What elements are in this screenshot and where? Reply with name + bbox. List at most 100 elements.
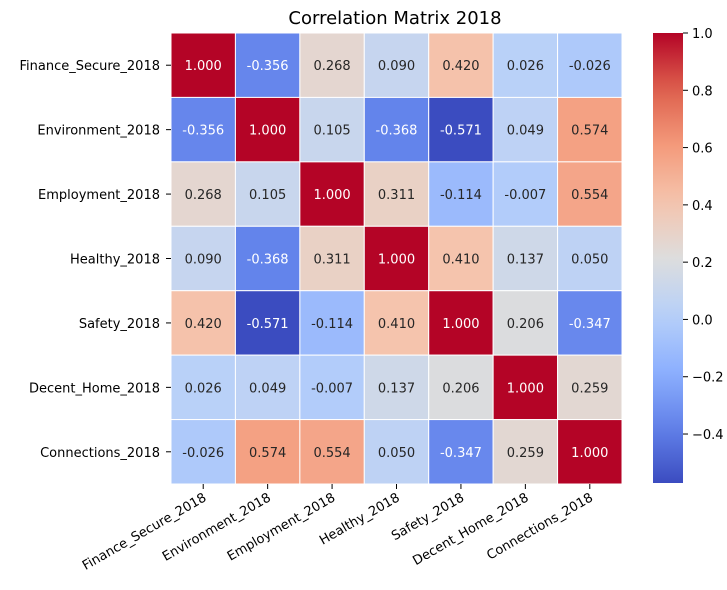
y-axis-tick-label: Employment_2018 (38, 188, 160, 203)
heatmap-cell-value: 1.000 (571, 446, 608, 461)
colorbar-tick-label: 0.8 (692, 84, 713, 99)
heatmap-cell (234, 354, 301, 421)
y-axis-tick-label: Connections_2018 (40, 446, 160, 461)
heatmap-cell-value: 0.268 (185, 188, 222, 203)
colorbar-tick-label: 0.0 (692, 313, 713, 328)
heatmap-cell (234, 32, 301, 98)
heatmap-cell-value: 0.090 (185, 253, 222, 268)
colorbar-tick-label: 0.6 (692, 142, 713, 157)
heatmap-cell (557, 419, 623, 485)
heatmap-cell (492, 161, 559, 227)
heatmap-cell (234, 161, 301, 227)
heatmap-cell (363, 354, 430, 421)
heatmap-cell-value: 0.049 (507, 124, 544, 139)
heatmap-cell-value: 0.410 (442, 253, 479, 268)
heatmap-cell (363, 419, 430, 485)
heatmap-cell-value: 0.137 (378, 381, 415, 396)
heatmap-cell-value: 1.000 (185, 59, 222, 74)
heatmap-cell (234, 225, 301, 292)
heatmap-cell-value: -0.356 (247, 59, 289, 74)
y-axis-tick-label: Safety_2018 (79, 317, 160, 332)
heatmap-cell (557, 96, 623, 163)
heatmap-cell-value: -0.007 (311, 381, 353, 396)
colorbar-tick-label: 0.2 (692, 256, 713, 271)
heatmap-cell-value: -0.347 (440, 446, 482, 461)
heatmap-cell (299, 32, 365, 98)
x-axis-tick-labels: Finance_Secure_2018Environment_2018Emplo… (80, 484, 596, 574)
heatmap-cell-value: -0.368 (247, 253, 289, 268)
heatmap-cell-value: 1.000 (313, 188, 350, 203)
heatmap-cell (363, 225, 430, 292)
heatmap-cell-value: 0.311 (378, 188, 415, 203)
heatmap-cell (492, 225, 559, 292)
heatmap-cell (428, 96, 494, 163)
heatmap-cell-value: 0.311 (313, 253, 350, 268)
y-axis-tick-label: Decent_Home_2018 (29, 381, 160, 396)
heatmap-cell-value: 0.049 (249, 381, 286, 396)
heatmap-cell (428, 419, 494, 485)
x-axis-tick-label: Connections_2018 (484, 490, 595, 563)
y-axis-tick-label: Environment_2018 (37, 124, 160, 139)
heatmap-cell-value: -0.114 (440, 188, 482, 203)
heatmap-cell-value: 0.026 (185, 381, 222, 396)
y-axis-tick-label: Finance_Secure_2018 (19, 59, 160, 74)
heatmap-cell (299, 290, 365, 356)
heatmap-cell-value: 0.554 (571, 188, 608, 203)
heatmap-cell (492, 419, 559, 485)
heatmap-cell-value: 0.574 (249, 446, 286, 461)
heatmap-cell-value: 0.206 (507, 317, 544, 332)
chart-title: Correlation Matrix 2018 (288, 8, 501, 29)
heatmap-cell (492, 32, 559, 98)
heatmap-cell-value: 0.259 (571, 381, 608, 396)
heatmap-cell (170, 290, 236, 356)
colorbar-tick-label: 1.0 (692, 27, 713, 42)
heatmap-cell (557, 354, 623, 421)
heatmap-cell (363, 161, 430, 227)
heatmap-cell (170, 419, 236, 485)
heatmap-cell-value: -0.347 (569, 317, 611, 332)
heatmap-cell-value: 0.026 (507, 59, 544, 74)
heatmap-cell-value: -0.026 (569, 59, 611, 74)
colorbar: 1.0 0.8 0.6 0.4 0.2 0.0 −0.2 −0.4 (653, 27, 724, 483)
heatmap-cell-value: 1.000 (507, 381, 544, 396)
colorbar-gradient (653, 33, 683, 483)
y-axis-tick-label: Healthy_2018 (70, 253, 160, 268)
heatmap-cell-value: 0.574 (571, 124, 608, 139)
x-axis-tick-label: Decent_Home_2018 (410, 490, 531, 568)
heatmap-cell (428, 354, 494, 421)
x-axis-tick-label: Finance_Secure_2018 (80, 490, 209, 573)
heatmap-cell-value: 1.000 (378, 253, 415, 268)
heatmap-cell-value: 0.090 (378, 59, 415, 74)
heatmap-cell (170, 354, 236, 421)
heatmap-cell (299, 354, 365, 421)
heatmap-cell-value: 0.105 (249, 188, 286, 203)
colorbar-tick-label: −0.2 (692, 371, 724, 386)
heatmap-cell-value: -0.571 (247, 317, 289, 332)
heatmap-cell-value: 0.420 (185, 317, 222, 332)
heatmap-cells (170, 32, 623, 485)
heatmap-cell (557, 161, 623, 227)
heatmap-cell-values: 1.000 -0.356 0.268 0.090 0.420 0.026 -0.026 -0.… (182, 59, 611, 461)
heatmap-cell-value: -0.356 (182, 124, 224, 139)
heatmap-cell-value: 0.050 (378, 446, 415, 461)
x-axis-tick-label: Environment_2018 (160, 490, 274, 564)
heatmap-cell-value: 0.420 (442, 59, 479, 74)
heatmap-cell-value: -0.007 (504, 188, 546, 203)
y-axis-tick-labels: Finance_Secure_2018 Environment_2018 Emplo… (19, 59, 171, 461)
heatmap-cell-value: -0.571 (440, 124, 482, 139)
heatmap-cell-value: -0.368 (376, 124, 418, 139)
heatmap-cell-value: 1.000 (249, 124, 286, 139)
heatmap-cell-value: -0.026 (182, 446, 224, 461)
heatmap-cell-value: 0.259 (507, 446, 544, 461)
heatmap-cell-value: 1.000 (442, 317, 479, 332)
heatmap-cell-value: 0.268 (313, 59, 350, 74)
heatmap-cell-value: -0.114 (311, 317, 353, 332)
heatmap-cell-value: 0.206 (442, 381, 479, 396)
heatmap-cell-value: 0.554 (313, 446, 350, 461)
heatmap-cell (170, 32, 236, 98)
heatmap-cell (299, 161, 365, 227)
heatmap-cell (557, 225, 623, 292)
colorbar-tick-label: 0.4 (692, 199, 713, 214)
heatmap-cell (170, 225, 236, 292)
